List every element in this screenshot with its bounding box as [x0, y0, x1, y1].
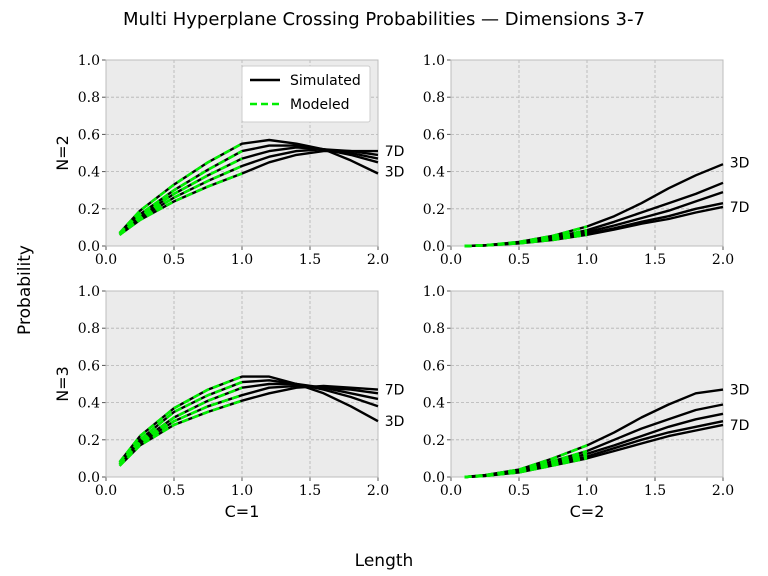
- chart-panel-4: 0.0 0.5 1.0 1.5 2.0 0.0 0.2 0.4 0.6 0.8 1.0 3D 7D C=2: [423, 284, 750, 521]
- chart-panel-3: 0.0 0.5 1.0 1.5 2.0 0.0 0.2 0.4 0.6 0.8 1.0 7D 3D N=3…: [53, 284, 404, 521]
- x-tick-label: 0.0: [440, 483, 462, 499]
- y-tick-label: 0.0: [78, 470, 100, 486]
- x-tick-label: 0.5: [163, 252, 185, 268]
- x-tick-label: 1.5: [299, 252, 321, 268]
- x-tick-label: 1.0: [576, 252, 598, 268]
- plot-frame: [450, 59, 724, 247]
- chart-panel-2: 0.0 0.5 1.0 1.5 2.0 0.0 0.2 0.4 0.6 0.8 1.0 3D 7D: [423, 53, 750, 268]
- series-line-modeled: [464, 457, 588, 479]
- row-label: N=2: [53, 135, 72, 171]
- x-tick-label: 0.0: [95, 483, 117, 499]
- y-tick-label: 0.0: [423, 239, 445, 255]
- x-tick-label: 0.5: [508, 252, 530, 268]
- x-tick-label: 0.0: [440, 252, 462, 268]
- series-line-modeled: [118, 375, 243, 463]
- series-annotation: 7D: [385, 144, 405, 160]
- series-line-simulated: [118, 138, 379, 234]
- x-tick-label: 2.0: [367, 483, 389, 499]
- plot-frame: [105, 290, 379, 478]
- y-tick-label: 0.4: [78, 165, 100, 181]
- y-tick-label: 0.8: [78, 90, 100, 106]
- series-line-simulated: [118, 382, 379, 465]
- series-line-simulated: [118, 379, 379, 465]
- y-tick-label: 0.4: [423, 165, 445, 181]
- y-axis-label: Probability: [15, 245, 35, 335]
- legend-label-simulated: Simulated: [290, 73, 361, 89]
- y-tick-label: 0.2: [423, 433, 445, 449]
- column-label: C=2: [570, 502, 605, 521]
- y-tick-label: 0.4: [423, 396, 445, 412]
- y-tick-label: 0.8: [423, 90, 445, 106]
- y-tick-label: 0.2: [78, 433, 100, 449]
- plot-frame: [105, 59, 379, 247]
- x-tick-label: 0.5: [163, 483, 185, 499]
- x-tick-label: 1.5: [644, 483, 666, 499]
- series-annotation: 3D: [385, 165, 405, 181]
- y-tick-label: 0.2: [78, 202, 100, 218]
- y-tick-label: 1.0: [423, 53, 445, 69]
- row-label: N=3: [53, 366, 72, 402]
- series-line-modeled: [118, 142, 243, 234]
- series-line-modeled: [118, 157, 243, 236]
- y-tick-label: 1.0: [78, 53, 100, 69]
- x-tick-label: 1.5: [644, 252, 666, 268]
- x-tick-label: 1.5: [299, 483, 321, 499]
- series-annotation: 7D: [730, 200, 750, 216]
- chart-panel-1: 0.0 0.5 1.0 1.5 2.0 0.0 0.2 0.4 0.6 0.8 1.0 7D 3D N=2…: [53, 53, 404, 268]
- legend-label-modeled: Modeled: [290, 97, 350, 113]
- x-tick-label: 1.0: [231, 483, 253, 499]
- y-tick-label: 0.0: [423, 470, 445, 486]
- x-tick-label: 0.0: [95, 252, 117, 268]
- x-tick-label: 0.5: [508, 483, 530, 499]
- y-tick-label: 0.6: [423, 358, 445, 374]
- series-line-modeled: [118, 380, 243, 465]
- y-tick-label: 0.6: [423, 127, 445, 143]
- x-tick-label: 2.0: [367, 252, 389, 268]
- chart-title: Multi Hyperplane Crossing Probabilities …: [123, 9, 645, 30]
- column-label: C=1: [225, 502, 260, 521]
- y-tick-label: 1.0: [78, 284, 100, 300]
- x-tick-label: 2.0: [712, 483, 734, 499]
- y-tick-label: 0.0: [78, 239, 100, 255]
- series-annotation: 7D: [385, 383, 405, 399]
- y-tick-label: 0.4: [78, 396, 100, 412]
- series-line-modeled: [118, 393, 243, 465]
- series-line-modeled: [118, 399, 243, 467]
- series-annotation: 3D: [730, 383, 750, 399]
- plot-frame: [450, 290, 724, 478]
- panels-group: 0.0 0.5 1.0 1.5 2.0 0.0 0.2 0.4 0.6 0.8 1.0 7D 3D N=2…: [53, 53, 749, 521]
- y-tick-label: 0.6: [78, 127, 100, 143]
- x-axis-label: Length: [355, 551, 414, 571]
- series-annotation: 7D: [730, 418, 750, 434]
- series-line-modeled: [464, 233, 588, 248]
- y-tick-label: 1.0: [423, 284, 445, 300]
- x-tick-label: 1.0: [576, 483, 598, 499]
- series-line-modeled: [118, 149, 243, 234]
- y-tick-label: 0.6: [78, 358, 100, 374]
- series-line-modeled: [118, 386, 243, 465]
- x-tick-label: 2.0: [712, 252, 734, 268]
- y-tick-label: 0.8: [78, 321, 100, 337]
- y-tick-label: 0.2: [423, 202, 445, 218]
- y-tick-label: 0.8: [423, 321, 445, 337]
- series-annotation: 3D: [385, 414, 405, 430]
- series-line-modeled: [118, 172, 243, 236]
- legend: Simulated Modeled: [241, 65, 371, 123]
- series-annotation: 3D: [730, 155, 750, 171]
- x-tick-label: 1.0: [231, 252, 253, 268]
